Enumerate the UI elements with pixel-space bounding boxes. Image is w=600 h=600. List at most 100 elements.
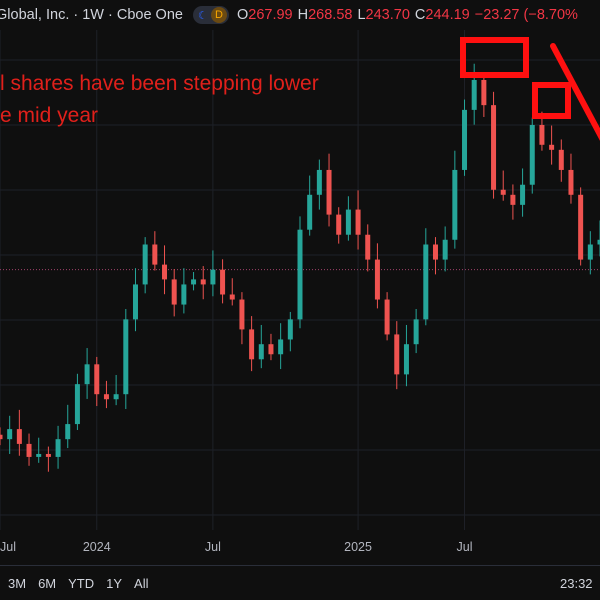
annotation-box-peak-2 — [532, 82, 571, 119]
range-1y-button[interactable]: 1Y — [106, 576, 123, 591]
candle — [26, 433, 32, 466]
candle-body — [123, 319, 129, 395]
candle — [326, 153, 332, 227]
candle — [578, 187, 584, 266]
high-value: H268.58 — [297, 7, 353, 23]
candle-body — [287, 319, 293, 340]
candle — [45, 446, 51, 472]
candle — [142, 237, 148, 294]
candle — [374, 243, 380, 309]
annotation-down-arrow — [550, 43, 600, 141]
candle-body — [210, 269, 216, 285]
candle — [432, 237, 438, 275]
candle-body — [520, 184, 526, 205]
candle-body — [7, 429, 13, 440]
candle-body — [16, 429, 22, 444]
candle-body — [529, 124, 535, 185]
candle — [510, 184, 516, 220]
candle-body — [539, 124, 545, 145]
x-tick-label: Jul — [204, 540, 221, 554]
range-all-button[interactable]: All — [134, 576, 149, 591]
candle — [520, 168, 526, 217]
candle — [287, 311, 293, 352]
candle-body — [336, 214, 342, 235]
candle — [103, 380, 109, 409]
candle-body — [442, 239, 448, 260]
candle — [307, 175, 313, 236]
candle — [278, 323, 284, 370]
candle-body — [74, 384, 80, 425]
candle — [597, 220, 600, 257]
candle — [452, 150, 458, 249]
divider — [0, 565, 600, 566]
close-value: C244.19 — [414, 7, 470, 23]
candle-body — [297, 229, 303, 320]
candle — [249, 316, 255, 372]
range-ytd-button[interactable]: YTD — [68, 576, 95, 591]
candle — [181, 268, 187, 314]
annotation-line-2: e mid year — [0, 104, 99, 127]
annotation-line-1: l shares have been stepping lower — [0, 72, 319, 95]
candle-body — [113, 394, 119, 400]
candle — [568, 153, 574, 204]
candle-body — [558, 149, 564, 170]
candle-body — [268, 344, 274, 355]
candle-body — [249, 329, 255, 360]
candle-body — [462, 109, 468, 170]
candle-body — [500, 189, 506, 195]
candle-body — [326, 169, 332, 215]
candle — [423, 228, 429, 326]
candle — [529, 117, 535, 194]
candle-body — [432, 244, 438, 260]
range-6m-button[interactable]: 6M — [38, 576, 57, 591]
candle — [355, 190, 361, 250]
candle-body — [239, 299, 245, 330]
candle-body — [65, 424, 71, 440]
candle-body — [45, 453, 51, 457]
candle-body — [103, 394, 109, 400]
candle-body — [316, 169, 322, 195]
candle-body — [26, 443, 32, 457]
clock: 23:32 — [560, 576, 593, 591]
candle — [336, 207, 342, 244]
candle-body — [36, 453, 42, 457]
candle — [220, 259, 226, 304]
range-selector: 3M 6M YTD 1Y All — [8, 576, 148, 591]
candle-body — [365, 234, 371, 260]
candle-body — [374, 259, 380, 300]
x-tick-label: 2024 — [82, 540, 111, 554]
candle-body — [191, 279, 197, 285]
candle — [162, 245, 168, 295]
candle-body — [181, 284, 187, 305]
candle-body — [307, 194, 313, 230]
candle — [558, 139, 564, 182]
candle — [65, 404, 71, 449]
candle — [132, 268, 138, 332]
candle-body — [200, 279, 206, 285]
candle — [297, 216, 303, 329]
candle-body — [549, 144, 555, 150]
candle — [84, 348, 90, 399]
candle — [491, 91, 497, 199]
candle — [152, 231, 158, 271]
candle — [394, 321, 400, 390]
candle — [7, 415, 13, 454]
candle — [210, 250, 216, 297]
candle-body — [220, 269, 226, 295]
candle — [365, 224, 371, 272]
candle-body — [491, 105, 497, 190]
candle-body — [84, 364, 90, 385]
candle-body — [94, 364, 100, 395]
candle-body — [413, 319, 419, 345]
candle-body — [423, 244, 429, 320]
symbol-title[interactable]: Global, Inc. · 1W · Cboe One — [0, 7, 183, 23]
candle-body — [152, 244, 158, 265]
candle — [171, 269, 177, 317]
candle — [442, 226, 448, 272]
candle-body — [162, 264, 168, 280]
candle-body — [55, 439, 61, 457]
session-badges[interactable]: ☾ D — [192, 6, 229, 24]
candle-body — [171, 279, 177, 305]
range-3m-button[interactable]: 3M — [8, 576, 27, 591]
